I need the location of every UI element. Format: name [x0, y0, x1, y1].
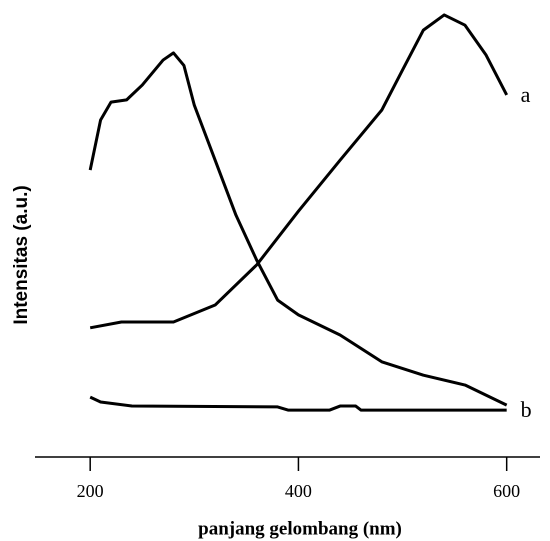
- x-axis-label: panjang gelombang (nm): [198, 518, 402, 539]
- line: [89, 395, 507, 412]
- line: [89, 13, 509, 330]
- series-label: a: [521, 82, 531, 107]
- line: [88, 51, 508, 407]
- x-tick-label: 400: [285, 481, 312, 501]
- x-tick-label: 600: [493, 481, 520, 501]
- series-label: b: [521, 397, 532, 422]
- x-tick-label: 200: [77, 481, 104, 501]
- y-axis-label: Intensitas (a.u.): [11, 185, 32, 324]
